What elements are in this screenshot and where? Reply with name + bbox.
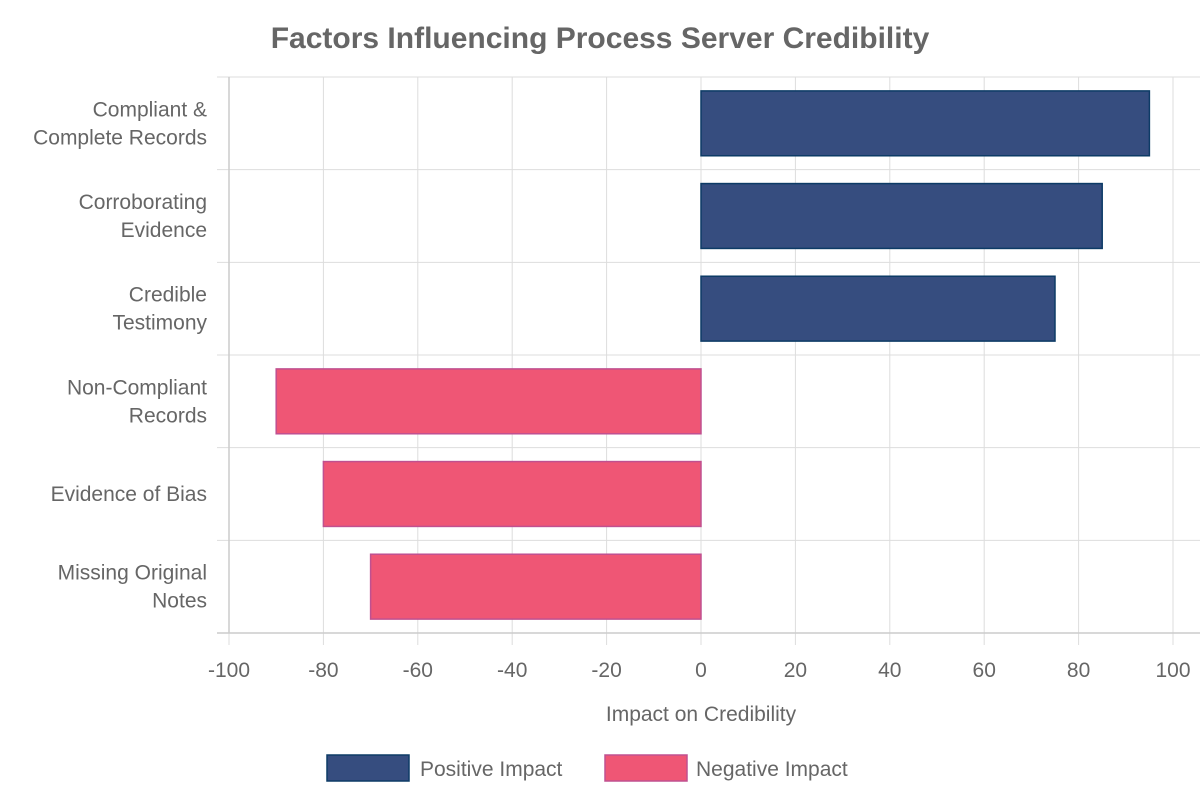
- category-label: Evidence of Bias: [51, 483, 207, 506]
- category-label: Non-Compliant: [67, 376, 207, 399]
- bar: [322, 460, 702, 528]
- x-tick-label: 20: [784, 659, 807, 682]
- bar: [700, 182, 1103, 250]
- legend: Positive Impact Negative Impact: [326, 754, 848, 782]
- category-labels: Compliant & Complete Records Corroborating…: [33, 98, 207, 612]
- x-tick-label: -60: [403, 659, 433, 682]
- bar: [275, 368, 702, 435]
- x-tick-labels: -100 -80 -60 -40 -20 0 20 40 60 80 100: [208, 659, 1191, 682]
- chart-title: Factors Influencing Process Server Credi…: [271, 22, 930, 55]
- category-label: Compliant &: [93, 98, 207, 121]
- category-label: Complete Records: [33, 126, 207, 149]
- x-tick-label: -80: [308, 659, 338, 682]
- x-tick-label: 100: [1155, 659, 1190, 682]
- x-axis-label: Impact on Credibility: [606, 703, 797, 726]
- category-label: Records: [129, 404, 207, 427]
- category-label: Credible: [129, 284, 207, 307]
- legend-label: Negative Impact: [696, 758, 848, 781]
- x-tick-label: 80: [1067, 659, 1090, 682]
- x-tick-label: -40: [497, 659, 527, 682]
- legend-swatch: [604, 754, 688, 782]
- legend-swatch: [326, 754, 410, 782]
- x-tick-label: 40: [878, 659, 901, 682]
- bar: [700, 90, 1151, 157]
- category-label: Notes: [152, 590, 207, 613]
- x-tick-label: 0: [695, 659, 707, 682]
- category-label: Testimony: [112, 312, 207, 335]
- category-label: Missing Original: [58, 562, 207, 585]
- legend-label: Positive Impact: [420, 758, 563, 781]
- grid-lines: [217, 76, 1200, 645]
- category-label: Evidence: [121, 219, 207, 242]
- x-tick-label: -20: [591, 659, 621, 682]
- x-tick-label: -100: [208, 659, 250, 682]
- bar: [369, 553, 702, 620]
- category-label: Corroborating: [79, 191, 207, 214]
- bar: [700, 275, 1056, 342]
- x-tick-label: 60: [973, 659, 996, 682]
- bars: [275, 90, 1151, 620]
